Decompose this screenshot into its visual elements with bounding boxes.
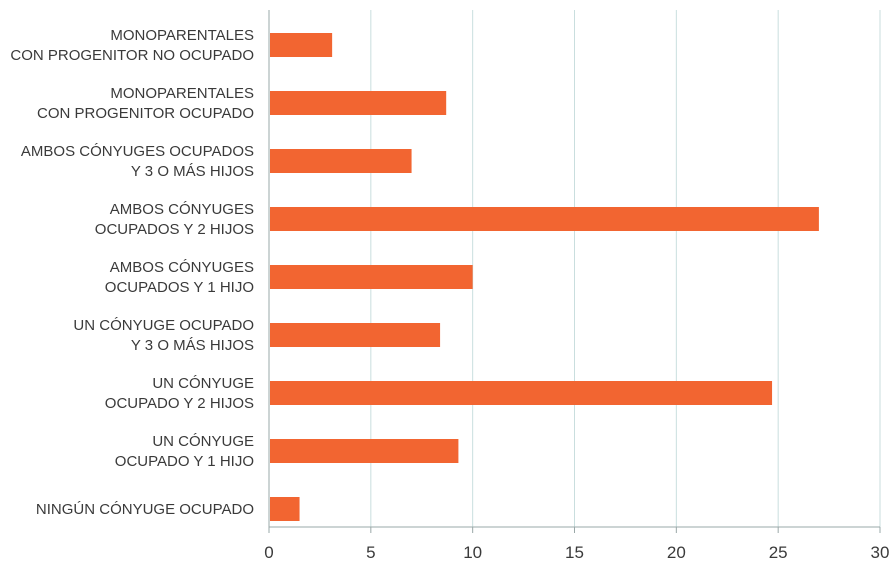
category-label: AMBOS CÓNYUGES bbox=[110, 201, 254, 218]
x-tick-label: 5 bbox=[366, 543, 375, 562]
x-tick-label: 25 bbox=[769, 543, 788, 562]
category-label: MONOPARENTALES bbox=[110, 27, 254, 44]
axes bbox=[268, 10, 881, 533]
x-tick-label: 30 bbox=[871, 543, 890, 562]
bar bbox=[270, 439, 459, 463]
category-label: OCUPADO Y 2 HIJOS bbox=[105, 395, 254, 412]
category-label: Y 3 O MÁS HIJOS bbox=[131, 163, 254, 180]
category-label: UN CÓNYUGE OCUPADO bbox=[73, 317, 254, 334]
category-label: AMBOS CÓNYUGES OCUPADOS bbox=[21, 143, 254, 160]
category-labels: MONOPARENTALES CON PROGENITOR NO OCUPADO M… bbox=[10, 27, 254, 518]
category-label: OCUPADOS Y 2 HIJOS bbox=[95, 221, 254, 238]
bar bbox=[270, 497, 300, 521]
category-label: CON PROGENITOR OCUPADO bbox=[37, 105, 254, 122]
category-label: OCUPADOS Y 1 HIJO bbox=[105, 279, 254, 296]
bars bbox=[270, 33, 819, 521]
bar bbox=[270, 33, 333, 57]
category-label: Y 3 O MÁS HIJOS bbox=[131, 337, 254, 354]
category-label: UN CÓNYUGE bbox=[152, 375, 254, 392]
bar bbox=[270, 91, 447, 115]
bar bbox=[270, 381, 773, 405]
bar bbox=[270, 149, 412, 173]
category-label: MONOPARENTALES bbox=[110, 85, 254, 102]
x-tick-labels: 0 5 10 15 20 25 30 bbox=[264, 543, 889, 562]
x-tick-label: 15 bbox=[565, 543, 584, 562]
category-label: OCUPADO Y 1 HIJO bbox=[115, 453, 254, 470]
bar bbox=[270, 265, 473, 289]
category-label: NINGÚN CÓNYUGE OCUPADO bbox=[36, 501, 254, 518]
x-tick-label: 20 bbox=[667, 543, 686, 562]
category-label: UN CÓNYUGE bbox=[152, 433, 254, 450]
category-label: CON PROGENITOR NO OCUPADO bbox=[10, 47, 254, 64]
category-label: AMBOS CÓNYUGES bbox=[110, 259, 254, 276]
bar bbox=[270, 207, 819, 231]
x-tick-label: 10 bbox=[463, 543, 482, 562]
bar bbox=[270, 323, 441, 347]
x-tick-label: 0 bbox=[264, 543, 273, 562]
